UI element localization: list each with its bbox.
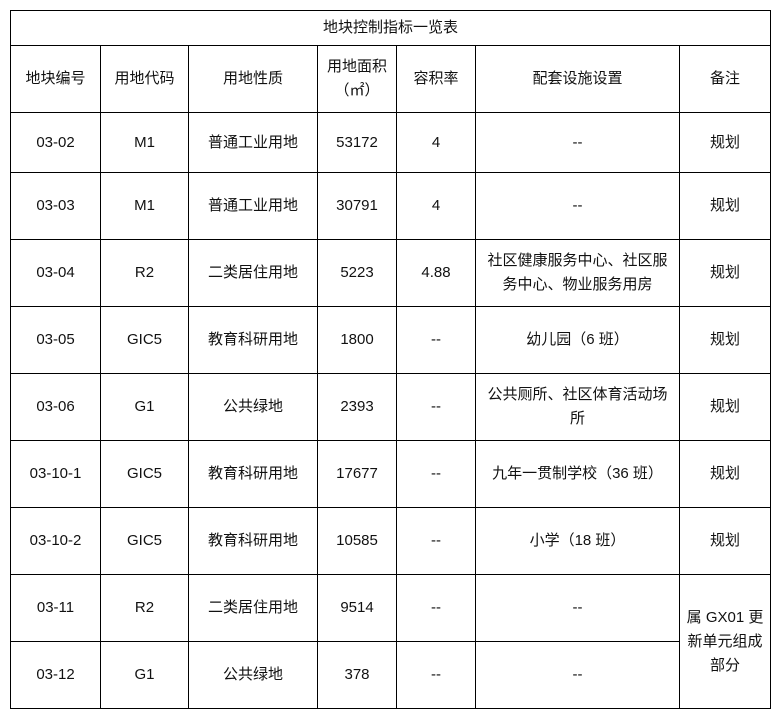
cell-far: --	[396, 373, 476, 441]
cell-area: 9514	[317, 574, 397, 642]
cell-code: G1	[100, 373, 189, 441]
cell-far: --	[396, 641, 476, 709]
table-row: 03-05 GIC5 教育科研用地 1800 -- 幼儿园（6 班） 规划	[10, 306, 772, 374]
table-row: 03-03 M1 普通工业用地 30791 4 -- 规划	[10, 172, 772, 240]
cell-facilities: 公共厕所、社区体育活动场所	[475, 373, 680, 441]
cell-note: 属 GX01 更新单元组成部分	[678, 574, 772, 709]
cell-note: 规划	[678, 373, 772, 441]
cell-area: 5223	[317, 239, 397, 307]
header-cell: 容积率	[396, 45, 476, 113]
cell-code: M1	[100, 172, 189, 240]
cell-far: --	[396, 574, 476, 642]
cell-code: R2	[100, 574, 189, 642]
header-cell: 备注	[678, 45, 772, 113]
table-row: 03-12 G1 公共绿地 378 -- --	[10, 641, 771, 709]
cell-code: M1	[100, 112, 189, 173]
cell-nature: 教育科研用地	[188, 507, 318, 575]
cell-area: 1800	[317, 306, 397, 374]
cell-facilities: --	[475, 574, 680, 642]
cell-id: 03-05	[10, 306, 101, 374]
cell-id: 03-11	[10, 574, 101, 642]
header-row: 地块编号 用地代码 用地性质 用地面积 （㎡） 容积率 配套设施设置 备注	[10, 45, 772, 113]
table-row: 03-04 R2 二类居住用地 5223 4.88 社区健康服务中心、社区服务中心、物业服…	[10, 239, 772, 307]
cell-code: GIC5	[100, 306, 189, 374]
header-cell: 用地代码	[100, 45, 189, 113]
cell-nature: 公共绿地	[188, 641, 318, 709]
cell-facilities: 社区健康服务中心、社区服务中心、物业服务用房	[475, 239, 680, 307]
cell-nature: 教育科研用地	[188, 440, 318, 508]
header-cell: 用地面积 （㎡）	[317, 45, 397, 113]
cell-facilities: --	[475, 112, 680, 173]
cell-area: 378	[317, 641, 397, 709]
table-row: 03-10-2 GIC5 教育科研用地 10585 -- 小学（18 班） 规划	[10, 507, 772, 575]
cell-area: 2393	[317, 373, 397, 441]
cell-facilities: 小学（18 班）	[475, 507, 680, 575]
cell-note: 规划	[678, 306, 772, 374]
land-control-table: 地块控制指标一览表 地块编号 用地代码 用地性质 用地面积 （㎡） 容积率 配套设…	[9, 10, 772, 709]
cell-id: 03-10-2	[10, 507, 101, 575]
cell-area: 30791	[317, 172, 397, 240]
cell-id: 03-04	[10, 239, 101, 307]
cell-code: G1	[100, 641, 189, 709]
header-cell: 配套设施设置	[475, 45, 680, 113]
table-row: 03-06 G1 公共绿地 2393 -- 公共厕所、社区体育活动场所 规划	[10, 373, 772, 441]
cell-id: 03-02	[10, 112, 101, 173]
header-cell: 地块编号	[10, 45, 101, 113]
cell-nature: 公共绿地	[188, 373, 318, 441]
cell-nature: 二类居住用地	[188, 239, 318, 307]
table-row: 03-10-1 GIC5 教育科研用地 17677 -- 九年一贯制学校（36 班） 规划	[10, 440, 772, 508]
cell-code: R2	[100, 239, 189, 307]
cell-far: 4	[396, 112, 476, 173]
cell-code: GIC5	[100, 507, 189, 575]
cell-area: 10585	[317, 507, 397, 575]
cell-code: GIC5	[100, 440, 189, 508]
cell-facilities: --	[475, 641, 680, 709]
cell-id: 03-10-1	[10, 440, 101, 508]
cell-far: 4	[396, 172, 476, 240]
cell-note: 规划	[678, 440, 772, 508]
header-area: 用地面积	[326, 58, 387, 75]
cell-area: 53172	[317, 112, 397, 173]
cell-facilities: --	[475, 172, 680, 240]
header-cell: 用地性质	[188, 45, 318, 113]
cell-nature: 普通工业用地	[188, 112, 318, 173]
cell-id: 03-12	[10, 641, 101, 709]
cell-nature: 教育科研用地	[188, 306, 318, 374]
cell-far: --	[396, 306, 476, 374]
cell-note: 规划	[678, 172, 772, 240]
cell-note: 规划	[678, 507, 772, 575]
table-row: 03-02 M1 普通工业用地 53172 4 -- 规划	[10, 112, 772, 173]
table-row: 03-11 R2 二类居住用地 9514 -- -- 属 GX01 更新单元组成部分	[10, 574, 772, 709]
cell-nature: 二类居住用地	[188, 574, 318, 642]
cell-note: 规划	[678, 239, 772, 307]
cell-id: 03-03	[10, 172, 101, 240]
cell-facilities: 幼儿园（6 班）	[475, 306, 680, 374]
cell-far: --	[396, 440, 476, 508]
cell-facilities: 九年一贯制学校（36 班）	[475, 440, 680, 508]
cell-note: 规划	[678, 112, 772, 173]
header-area-unit: （㎡）	[334, 82, 380, 99]
cell-far: 4.88	[396, 239, 476, 307]
table-title: 地块控制指标一览表	[9, 10, 772, 46]
cell-area: 17677	[317, 440, 397, 508]
cell-nature: 普通工业用地	[188, 172, 318, 240]
cell-id: 03-06	[10, 373, 101, 441]
cell-far: --	[396, 507, 476, 575]
